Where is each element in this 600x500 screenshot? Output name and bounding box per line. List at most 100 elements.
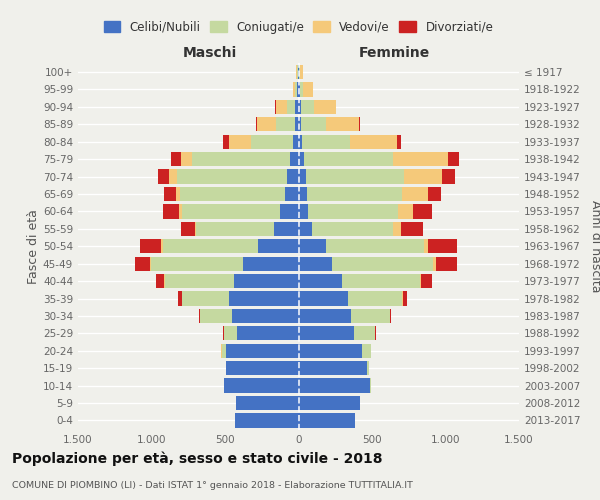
Bar xyxy=(232,309,299,323)
Bar xyxy=(428,187,441,201)
Bar xyxy=(299,152,304,166)
Bar xyxy=(140,239,161,254)
Bar xyxy=(353,326,375,340)
Bar xyxy=(299,326,353,340)
Bar xyxy=(280,204,299,218)
Bar xyxy=(362,344,371,358)
Bar xyxy=(236,396,299,410)
Bar xyxy=(164,274,165,288)
Bar xyxy=(299,414,355,428)
Bar xyxy=(397,134,401,149)
Bar xyxy=(165,274,234,288)
Bar xyxy=(296,65,297,79)
Bar xyxy=(150,256,151,271)
Bar xyxy=(299,256,332,271)
Y-axis label: Fasce di età: Fasce di età xyxy=(27,209,40,284)
Bar xyxy=(221,344,222,358)
Bar xyxy=(234,274,299,288)
Bar xyxy=(313,222,394,236)
Bar xyxy=(179,204,182,218)
Legend: Celibi/Nubili, Coniugati/e, Vedovi/e, Divorziati/e: Celibi/Nubili, Coniugati/e, Vedovi/e, Di… xyxy=(104,20,493,34)
Bar xyxy=(299,82,304,96)
Bar xyxy=(238,326,299,340)
Bar xyxy=(398,204,413,218)
Bar xyxy=(370,378,371,392)
Bar xyxy=(308,204,398,218)
Bar xyxy=(436,256,457,271)
Bar xyxy=(257,117,276,132)
Bar xyxy=(394,222,401,236)
Bar xyxy=(224,326,238,340)
Text: Maschi: Maschi xyxy=(183,46,238,60)
Bar xyxy=(348,292,402,306)
Bar xyxy=(428,239,457,254)
Bar xyxy=(199,309,200,323)
Bar xyxy=(169,170,177,183)
Bar xyxy=(182,292,229,306)
Bar xyxy=(299,117,301,132)
Bar xyxy=(304,152,394,166)
Bar xyxy=(284,187,299,201)
Bar xyxy=(163,204,179,218)
Bar xyxy=(156,274,164,288)
Bar xyxy=(224,378,299,392)
Bar xyxy=(300,65,302,79)
Bar xyxy=(244,256,299,271)
Bar xyxy=(223,134,229,149)
Bar xyxy=(375,326,376,340)
Bar xyxy=(350,309,389,323)
Bar xyxy=(401,222,423,236)
Bar xyxy=(290,152,299,166)
Bar xyxy=(404,170,442,183)
Bar xyxy=(299,309,350,323)
Bar xyxy=(295,100,299,114)
Bar xyxy=(163,239,258,254)
Bar xyxy=(229,292,299,306)
Bar xyxy=(251,134,293,149)
Bar xyxy=(299,274,342,288)
Bar xyxy=(200,309,232,323)
Bar xyxy=(299,361,367,376)
Bar xyxy=(287,170,299,183)
Bar xyxy=(342,274,420,288)
Bar xyxy=(335,100,337,114)
Bar xyxy=(299,134,302,149)
Bar xyxy=(403,292,407,306)
Bar xyxy=(196,222,274,236)
Bar xyxy=(299,344,362,358)
Bar xyxy=(161,239,163,254)
Bar xyxy=(299,378,370,392)
Bar xyxy=(433,256,436,271)
Bar xyxy=(293,134,299,149)
Bar xyxy=(442,170,455,183)
Bar xyxy=(402,292,403,306)
Bar xyxy=(413,204,431,218)
Bar xyxy=(298,65,299,79)
Bar xyxy=(299,100,301,114)
Bar xyxy=(258,239,299,254)
Bar xyxy=(305,170,404,183)
Bar xyxy=(299,396,359,410)
Bar xyxy=(287,100,295,114)
Bar xyxy=(275,100,276,114)
Bar xyxy=(350,134,397,149)
Bar xyxy=(297,65,298,79)
Bar xyxy=(424,239,428,254)
Bar xyxy=(256,117,257,132)
Y-axis label: Anni di nascita: Anni di nascita xyxy=(589,200,600,292)
Bar xyxy=(297,82,299,96)
Bar xyxy=(293,82,295,96)
Bar xyxy=(304,82,313,96)
Bar xyxy=(299,204,308,218)
Bar xyxy=(158,170,169,183)
Bar xyxy=(192,152,290,166)
Text: Femmine: Femmine xyxy=(358,46,430,60)
Bar xyxy=(307,187,402,201)
Bar xyxy=(274,222,299,236)
Bar xyxy=(223,326,224,340)
Bar xyxy=(302,134,350,149)
Bar xyxy=(226,361,299,376)
Bar xyxy=(299,65,300,79)
Bar xyxy=(178,292,182,306)
Bar xyxy=(195,222,196,236)
